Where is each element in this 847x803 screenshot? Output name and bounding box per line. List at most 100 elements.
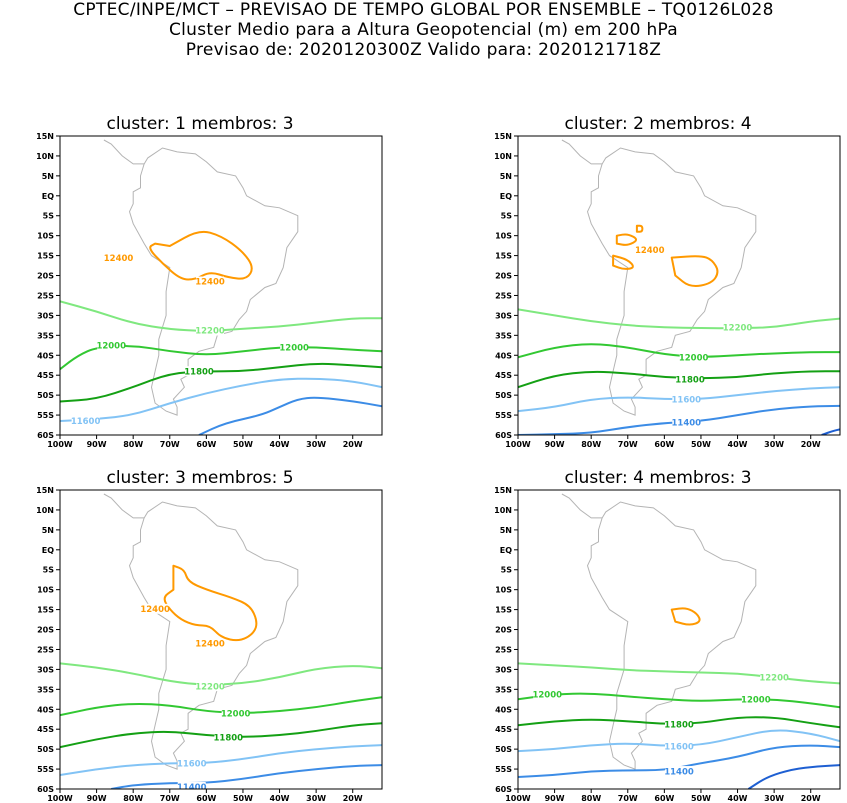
lon-tick-label: 70W: [160, 794, 180, 803]
lat-tick-label: 10N: [494, 152, 512, 161]
lon-tick-label: 30W: [764, 440, 784, 449]
contour-12000: [60, 345, 382, 370]
lon-tick-label: 20W: [801, 440, 821, 449]
panel-title: cluster: 1 membros: 3: [106, 114, 294, 134]
contour-label: 12000: [221, 709, 251, 719]
lat-tick-label: 40S: [495, 351, 512, 360]
lon-tick-label: 50W: [691, 440, 711, 449]
lon-tick-label: 40W: [728, 794, 748, 803]
contour-11800: [60, 362, 382, 403]
contour-label-bg: [97, 340, 126, 351]
map-chart-3: 12400 12400 12200 12000 11800 11600 11400 15N 10…: [36, 486, 383, 803]
lat-tick-label: 50S: [37, 745, 54, 754]
lat-tick-label: 40S: [37, 705, 54, 714]
lat-tick-label: 15N: [494, 132, 512, 141]
lat-tick-label: 5N: [500, 172, 512, 181]
lat-tick-label: 60S: [37, 785, 54, 794]
coastline: [561, 139, 603, 165]
contour-label-bg: [675, 374, 704, 385]
lon-tick-label: 90W: [87, 440, 107, 449]
lat-tick-label: 45S: [495, 371, 512, 380]
lat-tick-label: 15N: [36, 132, 54, 141]
lon-tick-label: 100W: [47, 794, 73, 803]
contour-label: 12400: [140, 605, 170, 615]
lat-tick-label: 50S: [495, 391, 512, 400]
lat-tick-label: 55S: [37, 765, 54, 774]
map-chart-4: 12200 12000 12000 11800 11600 11400 15N 10N 5N EQ…: [494, 486, 841, 803]
lat-tick-label: 5N: [42, 526, 54, 535]
lon-tick-label: 90W: [87, 794, 107, 803]
contour-label: 11400: [177, 783, 207, 793]
lon-tick-label: 100W: [505, 440, 531, 449]
lat-tick-label: 55S: [495, 765, 512, 774]
coastline: [586, 147, 757, 416]
lat-tick-label: EQ: [42, 192, 54, 201]
contour-11600: [60, 744, 382, 776]
lat-tick-label: 35S: [495, 331, 512, 340]
contour-label: 12000: [279, 343, 309, 353]
coastline: [103, 139, 145, 165]
lat-tick-label: 25S: [37, 291, 54, 300]
lat-tick-label: 55S: [495, 411, 512, 420]
contour-12400: [670, 607, 701, 626]
lon-tick-label: 40W: [728, 440, 748, 449]
contour-label: 11600: [672, 395, 702, 405]
contour-label: 12200: [723, 324, 753, 334]
contour-11200: [747, 764, 840, 789]
lat-tick-label: 60S: [37, 431, 54, 440]
contour-label: 12400: [195, 640, 225, 650]
contour-label: 11600: [71, 417, 101, 427]
lat-tick-label: 45S: [495, 725, 512, 734]
lon-tick-label: 70W: [160, 440, 180, 449]
contour-label-bg: [221, 708, 250, 719]
coastline: [561, 493, 603, 519]
lat-tick-label: 35S: [37, 331, 54, 340]
lat-tick-label: 45S: [37, 725, 54, 734]
lat-tick-label: 15S: [495, 252, 512, 261]
contour-12400: [670, 255, 719, 287]
contour-label-bg: [141, 603, 170, 614]
lat-tick-label: 25S: [495, 291, 512, 300]
lat-tick-label: 15S: [37, 252, 54, 261]
lat-tick-label: 60S: [495, 431, 512, 440]
lat-tick-label: 40S: [37, 351, 54, 360]
contour-label-bg: [214, 732, 243, 743]
contour-label: 11600: [664, 743, 694, 753]
lat-tick-label: 5S: [43, 212, 55, 221]
contour-label-bg: [723, 322, 752, 333]
map-frame: [517, 489, 841, 790]
lat-tick-label: 10N: [36, 506, 54, 515]
contour-label: 11800: [675, 375, 705, 385]
lon-tick-label: 20W: [343, 440, 363, 449]
contour-11400: [111, 764, 382, 789]
lat-tick-label: 30S: [495, 311, 512, 320]
contour-12000: [60, 696, 382, 717]
lat-tick-label: 20S: [495, 272, 512, 281]
lon-tick-label: 40W: [270, 440, 290, 449]
lat-tick-label: 10N: [36, 152, 54, 161]
contour-label-bg: [665, 719, 693, 730]
lat-tick-label: 45S: [37, 371, 54, 380]
contour-label: 12400: [635, 246, 665, 256]
contour-12400: [149, 230, 253, 281]
coastline: [103, 493, 145, 519]
contour-12400: [635, 224, 644, 233]
lat-tick-label: 30S: [495, 665, 512, 674]
lat-tick-label: 5S: [501, 212, 513, 221]
coastline: [128, 501, 299, 770]
lat-tick-label: 20S: [37, 272, 54, 281]
contour-11400: [518, 404, 840, 435]
lon-tick-label: 60W: [196, 440, 216, 449]
coastline: [586, 501, 757, 770]
lon-tick-label: 80W: [123, 794, 143, 803]
lon-tick-label: 60W: [654, 440, 674, 449]
map-area: 12400 12200 12000 11800 11600 11400: [518, 139, 840, 435]
contour-11400: [198, 396, 382, 435]
contour-label: 11400: [672, 418, 702, 428]
lat-tick-label: 40S: [495, 705, 512, 714]
contour-label: 12000: [679, 353, 709, 363]
contour-label: 11600: [177, 759, 207, 769]
cluster-panel-1: cluster: 1 membros: 3 12400 12400 12200 120…: [20, 114, 383, 449]
contour-label: 12000: [741, 696, 771, 706]
lon-tick-label: 30W: [764, 794, 784, 803]
